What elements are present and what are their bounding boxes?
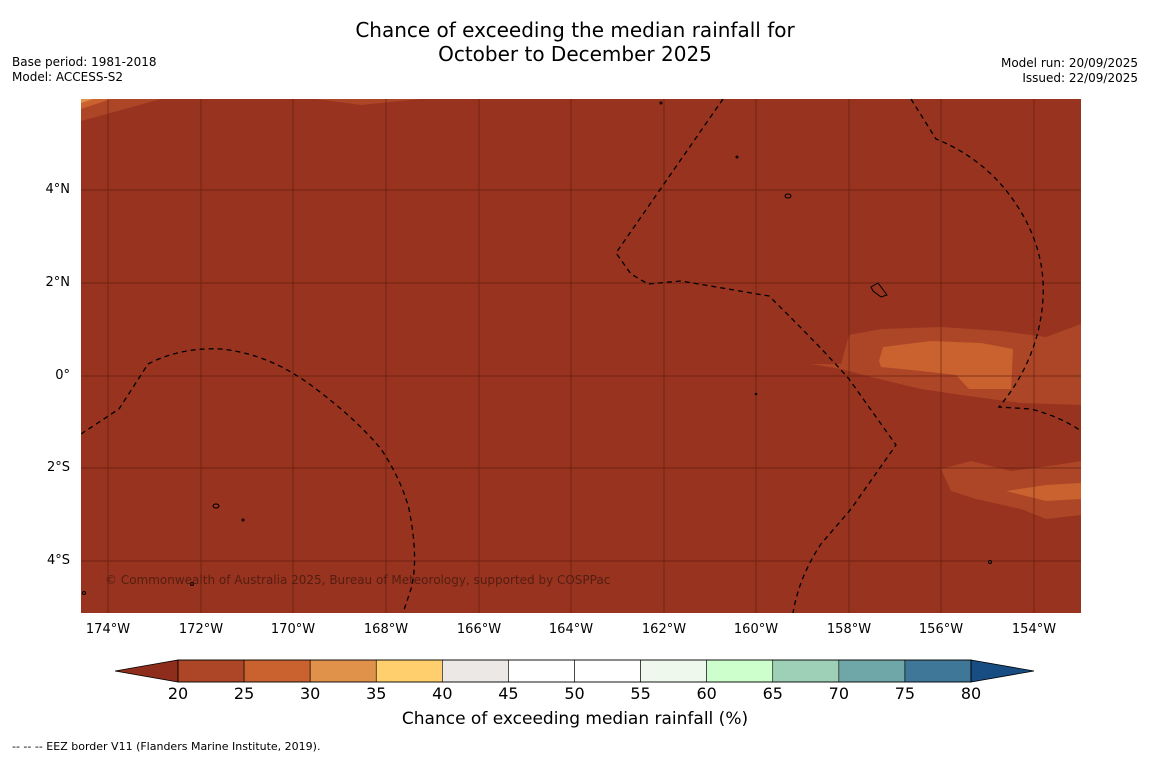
islands — [82, 101, 992, 595]
colorbar-segment — [904, 659, 972, 683]
contour-topleft-accent — [81, 99, 93, 103]
lon-label-162w: 162°W — [641, 622, 687, 637]
lat-label-4s: 4°S — [46, 553, 70, 568]
contour-25-30-topleft — [81, 99, 161, 121]
eez-border-west — [81, 348, 416, 613]
lat-label-4n: 4°N — [45, 182, 71, 197]
eez-borders — [81, 99, 1081, 613]
lon-label-170w: 170°W — [270, 622, 316, 637]
colorbar-tick-label: 45 — [498, 684, 519, 703]
colorbar-tick-label: 30 — [299, 684, 321, 703]
colorbar-segment — [640, 659, 707, 683]
colorbar-tick-label: 35 — [366, 684, 387, 703]
lon-label-174w: 174°W — [85, 622, 131, 637]
colorbar-tick-label: 50 — [564, 684, 585, 703]
colorbar-tick-label: 60 — [696, 684, 717, 703]
model-run-text: Model run: 20/09/2025 — [1000, 56, 1138, 70]
colorbar-tick-label: 65 — [762, 684, 783, 703]
lon-label-172w: 172°W — [178, 622, 224, 637]
title-line-2: October to December 2025 — [438, 42, 712, 66]
eez-legend-note: -- -- -- EEZ border V11 (Flanders Marine… — [12, 740, 321, 753]
graticule — [81, 99, 1081, 613]
colorbar-segment — [838, 659, 906, 683]
colorbar-segment — [442, 659, 509, 683]
colorbar-segment — [772, 659, 840, 683]
colorbar-segment — [309, 659, 377, 683]
colorbar-segment — [508, 659, 575, 683]
colorbar-tick-label: 80 — [960, 684, 982, 703]
colorbar-tick-label: 75 — [894, 684, 916, 703]
lon-label-168w: 168°W — [363, 622, 409, 637]
colorbar-segment — [243, 659, 311, 683]
colorbar-low-extend — [115, 659, 179, 683]
lon-label-166w: 166°W — [456, 622, 502, 637]
colorbar-tick-label: 70 — [828, 684, 849, 703]
rainfall-map — [81, 99, 1081, 613]
lon-label-160w: 160°W — [733, 622, 779, 637]
colorbar-tick-label: 40 — [432, 684, 453, 703]
contour-top-band — [316, 99, 421, 105]
colorbar-tick-label: 25 — [233, 684, 255, 703]
lon-label-164w: 164°W — [548, 622, 594, 637]
map-title: Chance of exceeding the median rainfall … — [0, 18, 1150, 66]
colorbar-segment — [574, 659, 641, 683]
colorbar-tick-label: 55 — [630, 684, 651, 703]
copyright-notice: © Commonwealth of Australia 2025, Bureau… — [105, 573, 611, 587]
meta-right: Model run: 20/09/2025 Issued: 22/09/2025 — [1001, 56, 1138, 86]
contour-25-30-southeast — [941, 461, 1081, 519]
lat-label-2n: 2°N — [45, 275, 71, 290]
eez-border-central — [615, 99, 897, 613]
lon-label-158w: 158°W — [826, 622, 872, 637]
contour-30-35-topleft — [81, 99, 111, 109]
colorbar-label: Chance of exceeding median rainfall (%) — [401, 709, 749, 729]
eez-border-east — [910, 99, 1081, 432]
model-text: Model: ACCESS-S2 — [12, 70, 124, 84]
colorbar — [115, 659, 1035, 683]
contour-30-35-southeast — [1006, 483, 1081, 501]
meta-left: Base period: 1981-2018 Model: ACCESS-S2 — [12, 55, 157, 85]
colorbar-segment — [375, 659, 443, 683]
colorbar-segment — [706, 659, 774, 683]
title-line-1: Chance of exceeding the median rainfall … — [355, 18, 795, 42]
colorbar-segment — [177, 659, 245, 683]
lat-label-0: 0° — [55, 368, 70, 383]
lat-label-2s: 2°S — [46, 460, 70, 475]
lon-label-156w: 156°W — [918, 622, 964, 637]
base-period-text: Base period: 1981-2018 — [12, 55, 157, 69]
colorbar-high-extend — [970, 659, 1035, 683]
lon-label-154w: 154°W — [1011, 622, 1057, 637]
colorbar-tick-label: 20 — [167, 684, 189, 703]
contour-30-35-east — [879, 341, 1013, 389]
issued-text: Issued: 22/09/2025 — [1022, 71, 1138, 85]
